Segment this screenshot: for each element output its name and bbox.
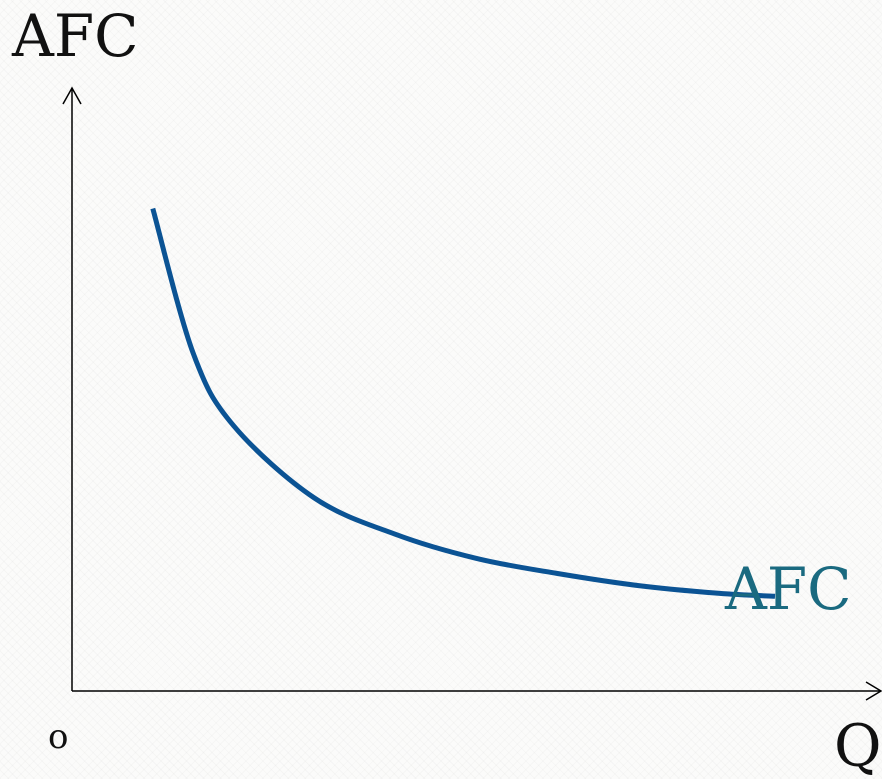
afc-curve-line [150,207,776,599]
afc-curve-label: AFC [724,555,852,623]
x-axis-label: Q [834,712,882,779]
origin-label: o [48,717,68,757]
y-axis-arrowhead [62,86,82,105]
y-axis-label: AFC [11,2,139,70]
x-axis-arrowhead [865,681,882,701]
